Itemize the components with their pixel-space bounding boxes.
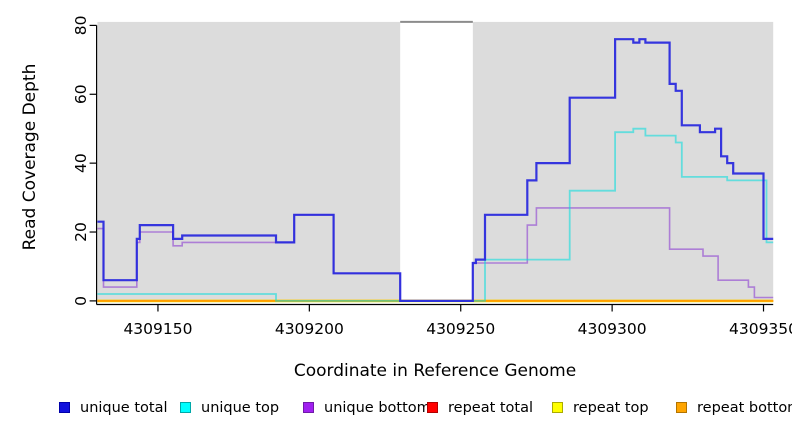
x-tick-label: 4309250 <box>426 320 495 338</box>
legend-label: unique top <box>201 399 280 416</box>
legend-swatch-unique-top <box>180 402 191 413</box>
legend-item-repeat-total: repeat total <box>427 396 533 419</box>
legend-label: repeat bottom <box>697 399 792 416</box>
series-unique-top <box>97 127 774 302</box>
legend-swatch-unique-total <box>59 402 70 413</box>
masked-region <box>400 21 473 303</box>
legend-item-unique-top: unique top <box>180 396 279 419</box>
legend-label: repeat total <box>448 399 534 416</box>
legend: unique total unique top unique bottom repea… <box>0 396 792 422</box>
series-group <box>97 38 774 303</box>
legend-item-unique-total: unique total <box>59 396 168 419</box>
x-axis-title: Coordinate in Reference Genome <box>293 361 577 381</box>
legend-swatch-repeat-top <box>552 402 563 413</box>
legend-swatch-unique-bottom <box>303 402 314 413</box>
axes <box>89 24 774 312</box>
legend-item-repeat-top: repeat top <box>552 396 649 419</box>
tick-labels: 0 20 40 60 80 4309150 4309200 4309250 4309300 430… <box>72 16 792 338</box>
y-tick-label: 60 <box>72 84 90 104</box>
x-tick-label: 4309200 <box>275 320 344 338</box>
legend-label: unique bottom <box>324 399 431 416</box>
legend-swatch-repeat-total <box>427 402 438 413</box>
x-tick-label: 4309350 <box>729 320 792 338</box>
x-tick-label: 4309150 <box>123 320 192 338</box>
y-tick-label: 20 <box>72 222 90 242</box>
x-tick-label: 4309300 <box>578 320 647 338</box>
legend-item-repeat-bottom: repeat bottom <box>676 396 792 419</box>
legend-label: unique total <box>80 399 168 416</box>
series-unique-total <box>97 38 774 302</box>
y-axis-title: Read Coverage Depth <box>20 63 40 251</box>
legend-swatch-repeat-bottom <box>676 402 687 413</box>
y-tick-label: 0 <box>72 296 90 306</box>
legend-label: repeat top <box>573 399 649 416</box>
y-tick-label: 40 <box>72 153 90 173</box>
legend-item-unique-bottom: unique bottom <box>303 396 431 419</box>
y-tick-label: 80 <box>72 16 90 36</box>
